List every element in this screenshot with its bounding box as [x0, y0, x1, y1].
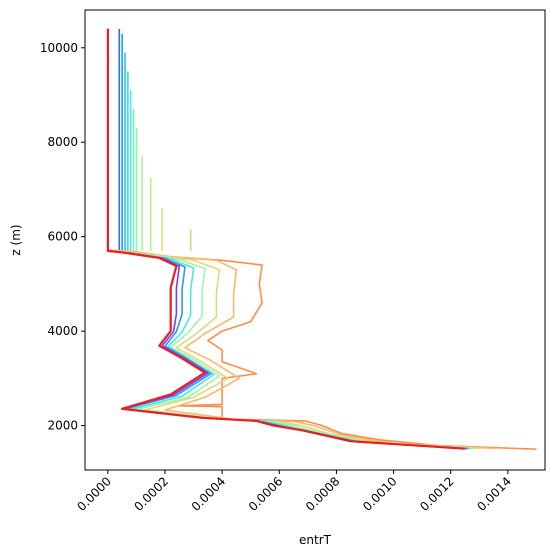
series-line [106, 28, 466, 450]
series-line [107, 28, 480, 450]
series-line [107, 28, 474, 450]
y-tick-label: 6000 [47, 230, 78, 244]
y-axis: 2000 4000 6000 8000 10000 [40, 41, 85, 433]
y-tick-label: 2000 [47, 419, 78, 433]
series-line [107, 28, 494, 450]
series-layer [106, 28, 537, 450]
y-tick-label: 10000 [40, 41, 78, 55]
y-tick-label: 4000 [47, 324, 78, 338]
series-line [107, 28, 537, 450]
x-axis-label: entrT [299, 533, 332, 547]
plot-frame [84, 9, 546, 471]
y-tick-label: 8000 [47, 135, 78, 149]
y-axis-label: z (m) [9, 224, 23, 255]
